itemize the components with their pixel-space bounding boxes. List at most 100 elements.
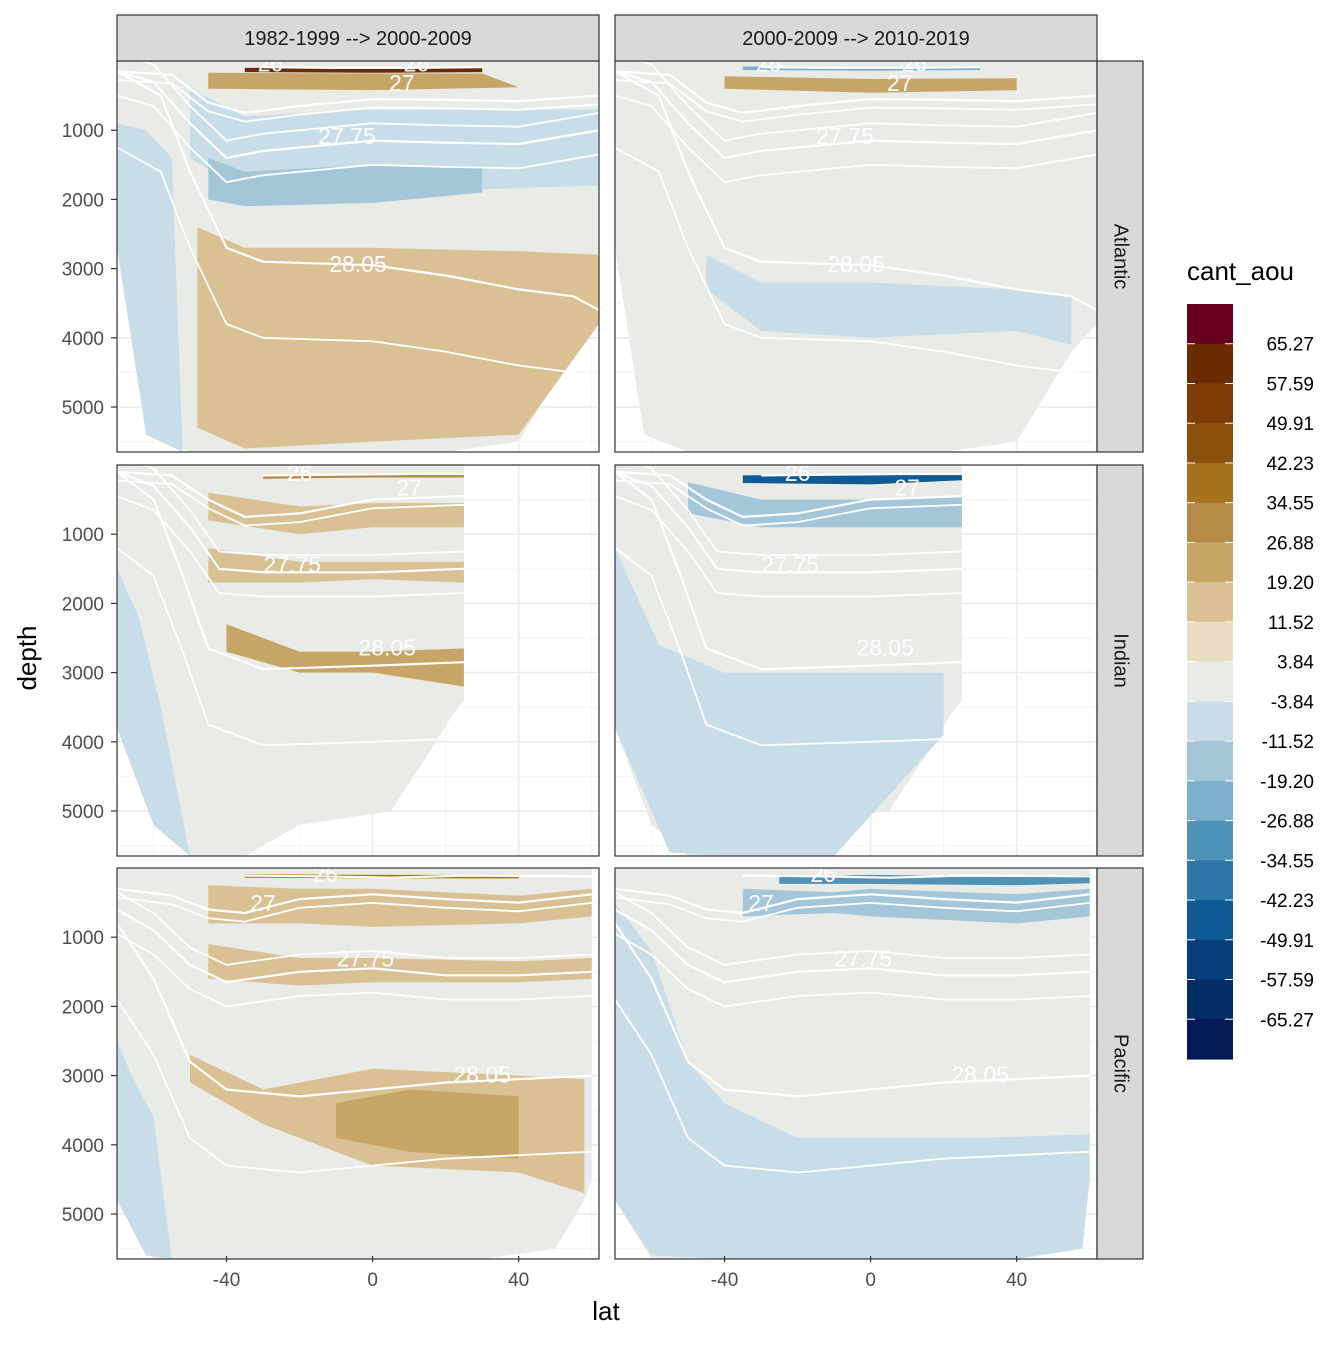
contour-label-27-75: 27.75 (761, 551, 819, 577)
legend-color-swatch (1187, 582, 1233, 623)
legend-break-label: 57.59 (1266, 374, 1314, 395)
anomaly-band (244, 67, 483, 73)
contour-label-26: 26 (785, 460, 811, 486)
column-strip-label: 1982-1999 --> 2000-2009 (244, 28, 471, 50)
contour-label-26: 26 (287, 460, 313, 486)
isopycnal-26 (761, 66, 981, 70)
legend-break-label: 26.88 (1266, 533, 1314, 554)
legend-break-label: 34.55 (1266, 494, 1314, 515)
panel-content: 26 27 27.75 28.05 (117, 861, 592, 1259)
strip-background (116, 14, 600, 62)
column-strip-label: 2000-2009 --> 2010-2019 (742, 28, 969, 50)
legend-title: cant_aou (1187, 256, 1294, 286)
strip-background (1096, 464, 1144, 857)
isopycnal-27 (117, 887, 592, 915)
isopycnal-26 (761, 472, 962, 477)
panel-border (116, 464, 600, 857)
contour-label-28-05: 28.05 (827, 251, 885, 277)
isopycnal-26 (263, 66, 483, 70)
isopycnal-26 (244, 874, 592, 879)
column-strip-0: 1982-1999 --> 2000-2009 (116, 14, 600, 62)
isopycnal-26 (263, 472, 464, 477)
anomaly-band (724, 76, 1017, 93)
y-tick-label: 3000 (62, 1067, 104, 1088)
legend-color-swatch (1187, 900, 1233, 941)
legend-color-swatch (1187, 383, 1233, 424)
contour-label-26: 26 (312, 861, 338, 887)
isopycnal-28-05 (117, 922, 592, 1098)
contour-label-26: 26 (810, 861, 836, 887)
isopycnal-28-05 (615, 922, 1090, 1098)
isopycnal-minor (635, 61, 1097, 142)
anomaly-band (336, 1089, 519, 1159)
isopycnal-27-75 (117, 470, 464, 574)
y-tick-label: 4000 (62, 1136, 104, 1157)
contour-label-27: 27 (396, 474, 422, 500)
isopycnal-minor (615, 891, 1090, 966)
panel-0-pacific: 26 27 27.75 28.05 (116, 861, 600, 1260)
contour-label-27: 27 (748, 890, 774, 916)
isopycnal-minor (615, 146, 1097, 388)
anomaly-band (208, 548, 464, 583)
isopycnal-28-05 (615, 70, 1097, 312)
isopycnal-minor (117, 495, 464, 598)
y-tick-label: 1000 (62, 928, 104, 949)
isopycnal-27-75 (615, 908, 1090, 984)
legend-color-swatch (1187, 462, 1233, 504)
x-tick-label: 0 (865, 1270, 876, 1291)
x-axis-title: lat (592, 1296, 620, 1326)
contour-label-28-05: 28.05 (329, 251, 387, 277)
row-strip-label: Pacific (1110, 1034, 1132, 1093)
strip-background (1096, 867, 1144, 1260)
isopycnal-27 (117, 70, 599, 115)
contour-label-27-75: 27.75 (318, 123, 376, 149)
anomaly-band (197, 227, 599, 449)
column-strip-1: 2000-2009 --> 2010-2019 (614, 14, 1098, 62)
isopycnal-27 (615, 70, 1097, 115)
isopycnal-minor (615, 896, 1090, 923)
legend-break-label: -49.91 (1260, 931, 1314, 952)
contour-label-27-75: 27.75 (263, 551, 321, 577)
anomaly-band (117, 123, 183, 452)
panel-content: 26 27 27.75 28.05 (117, 460, 464, 856)
strip-background (614, 14, 1098, 62)
contour-label-27-75: 27.75 (337, 945, 395, 971)
isopycnal-minor (117, 79, 599, 123)
anomaly-band (208, 885, 592, 927)
isopycnal-27-75 (117, 70, 599, 159)
isopycnal-minor (639, 465, 962, 556)
y-axis-title: depth (12, 625, 42, 690)
isopycnal-minor (117, 94, 599, 184)
legend-color-swatch (1187, 542, 1233, 583)
legend: cant_aou 65.27 57.59 49.91 42.23 34.55 26.88 19… (1187, 256, 1314, 1060)
legend-color-swatch (1187, 343, 1233, 385)
isopycnal-28-05 (615, 471, 962, 671)
isopycnal-minor (615, 999, 1090, 1174)
legend-break-label: -11.52 (1262, 732, 1314, 753)
contour-label-28-05: 28.05 (453, 1062, 511, 1088)
anomaly-band (615, 902, 1090, 1259)
contour-label-27: 27 (389, 70, 415, 96)
legend-break-label: 42.23 (1266, 454, 1314, 475)
contour-label-26: 26 (902, 50, 928, 76)
contour-label-28-05: 28.05 (358, 634, 416, 660)
x-tick-label: 40 (508, 1270, 529, 1291)
strip-background (1096, 60, 1144, 453)
legend-color-swatch (1187, 860, 1233, 901)
legend-break-label: 11.52 (1268, 613, 1314, 634)
legend-color-swatch (1187, 304, 1233, 345)
y-tick-label: 1000 (62, 525, 104, 546)
legend-break-label: 65.27 (1266, 335, 1314, 356)
legend-color-swatch (1187, 741, 1233, 782)
ocean-section-fill (117, 868, 592, 1259)
anomaly-band (117, 1041, 172, 1259)
contour-label-26: 26 (404, 50, 430, 76)
contour-label-28-05: 28.05 (856, 634, 914, 660)
legend-break-label: 19.20 (1266, 573, 1314, 594)
x-tick-label: -40 (711, 1270, 738, 1291)
isopycnal-minor (615, 547, 962, 747)
anomaly-band (615, 548, 944, 856)
